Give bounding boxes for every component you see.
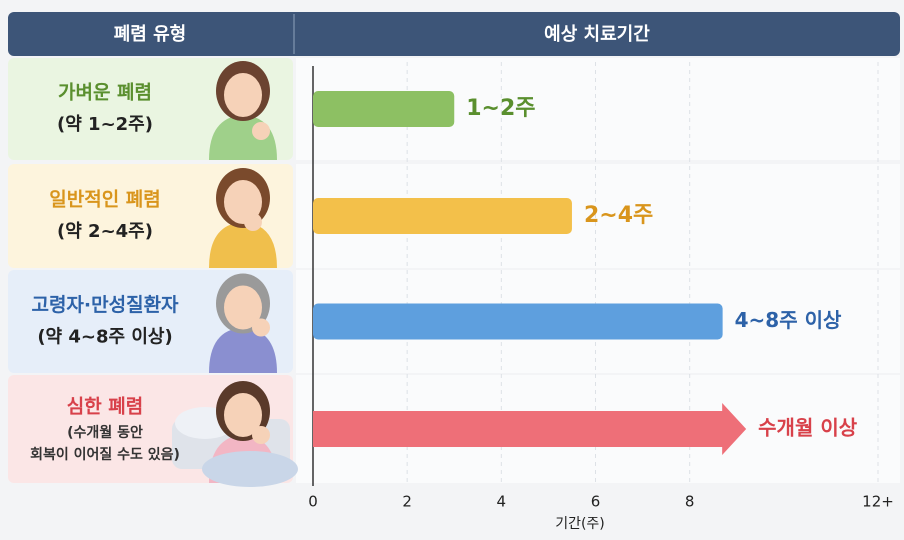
category-note: (약 1~2주) xyxy=(57,113,153,135)
header-right: 예상 치료기간 xyxy=(544,24,650,45)
header-left: 폐렴 유형 xyxy=(114,24,187,45)
category-note: (약 4~8주 이상) xyxy=(37,326,172,348)
category-label: 심한 폐렴 xyxy=(67,396,144,418)
x-tick-label: 6 xyxy=(591,493,601,511)
duration-label: 1~2주 xyxy=(466,96,535,121)
hand xyxy=(252,122,270,140)
face xyxy=(224,285,262,330)
duration-label: 수개월 이상 xyxy=(758,416,858,440)
face xyxy=(224,73,262,117)
face xyxy=(224,393,262,437)
body xyxy=(209,222,277,268)
duration-label: 4~8주 이상 xyxy=(735,308,842,332)
hand xyxy=(252,318,270,337)
x-axis-label: 기간(주) xyxy=(555,516,605,532)
bar xyxy=(313,303,723,340)
x-tick-label: 2 xyxy=(402,493,412,511)
face xyxy=(224,180,262,224)
x-tick-label: 12+ xyxy=(862,493,894,511)
illustration xyxy=(209,61,277,160)
category-note: (약 2~4주) xyxy=(57,220,153,242)
x-tick-label: 8 xyxy=(685,493,695,511)
category-label: 가벼운 폐렴 xyxy=(58,82,152,104)
body xyxy=(209,327,277,373)
category-note: 회복이 이어질 수도 있음) xyxy=(30,446,180,463)
illustration xyxy=(209,273,277,373)
hand xyxy=(244,213,262,231)
x-tick-label: 0 xyxy=(308,493,318,511)
category-label: 고령자·만성질환자 xyxy=(31,294,179,316)
bar-arrow xyxy=(313,403,747,455)
blanket xyxy=(202,451,298,487)
hand xyxy=(252,426,270,444)
illustration xyxy=(172,381,298,487)
category-note: (수개월 동안 xyxy=(67,424,143,441)
illustration xyxy=(209,168,277,268)
header-bar xyxy=(8,12,900,56)
bar xyxy=(313,198,572,234)
duration-label: 2~4주 xyxy=(584,203,653,228)
x-tick-label: 4 xyxy=(497,493,507,511)
category-label: 일반적인 폐렴 xyxy=(49,189,161,211)
bar xyxy=(313,91,455,127)
